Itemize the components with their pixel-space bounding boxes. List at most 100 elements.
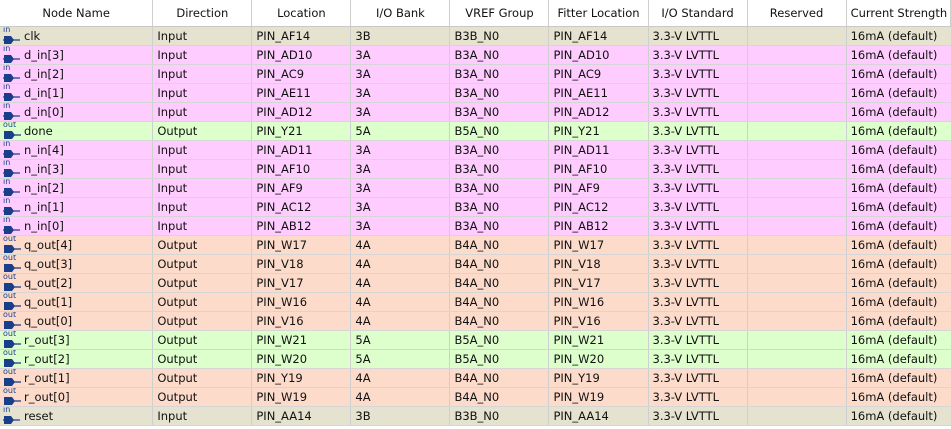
current-strength-cell[interactable]: 16mA (default) xyxy=(846,216,951,236)
table-row[interactable]: in n_in[2] Input PIN_AF9 3A B3A_N0 PIN_AF9 3.3-… xyxy=(0,178,951,198)
current-strength-cell[interactable]: 16mA (default) xyxy=(846,273,951,293)
reserved-cell[interactable] xyxy=(747,178,847,198)
io-standard-cell[interactable]: 3.3-V LVTTL xyxy=(648,178,748,198)
direction-cell[interactable]: Output xyxy=(152,292,253,312)
vref-group-cell[interactable]: B4A_N0 xyxy=(449,235,550,255)
column-header-fitter-location[interactable]: Fitter Location xyxy=(548,0,649,27)
io-standard-cell[interactable]: 3.3-V LVTTL xyxy=(648,368,748,388)
direction-cell[interactable]: Input xyxy=(152,83,253,103)
direction-cell[interactable]: Output xyxy=(152,330,253,350)
io-bank-cell[interactable]: 4A xyxy=(350,387,451,407)
vref-group-cell[interactable]: B3B_N0 xyxy=(449,26,550,46)
vref-group-cell[interactable]: B3A_N0 xyxy=(449,178,550,198)
direction-cell[interactable]: Output xyxy=(152,368,253,388)
reserved-cell[interactable] xyxy=(747,368,847,388)
direction-cell[interactable]: Input xyxy=(152,178,253,198)
vref-group-cell[interactable]: B3A_N0 xyxy=(449,64,550,84)
io-standard-cell[interactable]: 3.3-V LVTTL xyxy=(648,45,748,65)
location-cell[interactable]: PIN_W20 xyxy=(251,349,352,369)
reserved-cell[interactable] xyxy=(747,254,847,274)
location-cell[interactable]: PIN_AB12 xyxy=(251,216,352,236)
reserved-cell[interactable] xyxy=(747,83,847,103)
column-header-vref-group[interactable]: VREF Group xyxy=(449,0,550,27)
location-cell[interactable]: PIN_AE11 xyxy=(251,83,352,103)
table-row[interactable]: out r_out[3] Output PIN_W21 5A B5A_N0 PIN_W21 3… xyxy=(0,330,951,350)
vref-group-cell[interactable]: B4A_N0 xyxy=(449,387,550,407)
io-standard-cell[interactable]: 3.3-V LVTTL xyxy=(648,311,748,331)
table-row[interactable]: out r_out[1] Output PIN_Y19 4A B4A_N0 PIN_Y19 3… xyxy=(0,368,951,388)
reserved-cell[interactable] xyxy=(747,235,847,255)
location-cell[interactable]: PIN_AF10 xyxy=(251,159,352,179)
fitter-location-cell[interactable]: PIN_W17 xyxy=(548,235,649,255)
fitter-location-cell[interactable]: PIN_AC12 xyxy=(548,197,649,217)
reserved-cell[interactable] xyxy=(747,64,847,84)
direction-cell[interactable]: Input xyxy=(152,406,253,426)
reserved-cell[interactable] xyxy=(747,197,847,217)
table-row[interactable]: out done Output PIN_Y21 5A B5A_N0 PIN_Y21 3.3-V… xyxy=(0,121,951,141)
current-strength-cell[interactable]: 16mA (default) xyxy=(846,406,951,426)
direction-cell[interactable]: Output xyxy=(152,235,253,255)
direction-cell[interactable]: Output xyxy=(152,349,253,369)
vref-group-cell[interactable]: B4A_N0 xyxy=(449,273,550,293)
column-header-current-strength[interactable]: Current Strength xyxy=(846,0,951,27)
fitter-location-cell[interactable]: PIN_W21 xyxy=(548,330,649,350)
current-strength-cell[interactable]: 16mA (default) xyxy=(846,387,951,407)
current-strength-cell[interactable]: 16mA (default) xyxy=(846,292,951,312)
fitter-location-cell[interactable]: PIN_AF9 xyxy=(548,178,649,198)
current-strength-cell[interactable]: 16mA (default) xyxy=(846,159,951,179)
vref-group-cell[interactable]: B4A_N0 xyxy=(449,254,550,274)
direction-cell[interactable]: Input xyxy=(152,26,253,46)
node-name-cell[interactable]: out r_out[2] xyxy=(0,349,154,369)
reserved-cell[interactable] xyxy=(747,292,847,312)
current-strength-cell[interactable]: 16mA (default) xyxy=(846,254,951,274)
io-standard-cell[interactable]: 3.3-V LVTTL xyxy=(648,406,748,426)
location-cell[interactable]: PIN_AF14 xyxy=(251,26,352,46)
io-standard-cell[interactable]: 3.3-V LVTTL xyxy=(648,387,748,407)
current-strength-cell[interactable]: 16mA (default) xyxy=(846,26,951,46)
io-bank-cell[interactable]: 3A xyxy=(350,197,451,217)
vref-group-cell[interactable]: B3A_N0 xyxy=(449,197,550,217)
fitter-location-cell[interactable]: PIN_AD10 xyxy=(548,45,649,65)
reserved-cell[interactable] xyxy=(747,140,847,160)
reserved-cell[interactable] xyxy=(747,102,847,122)
location-cell[interactable]: PIN_V18 xyxy=(251,254,352,274)
vref-group-cell[interactable]: B5A_N0 xyxy=(449,121,550,141)
location-cell[interactable]: PIN_W17 xyxy=(251,235,352,255)
reserved-cell[interactable] xyxy=(747,311,847,331)
io-bank-cell[interactable]: 3A xyxy=(350,140,451,160)
io-standard-cell[interactable]: 3.3-V LVTTL xyxy=(648,292,748,312)
io-standard-cell[interactable]: 3.3-V LVTTL xyxy=(648,216,748,236)
io-bank-cell[interactable]: 4A xyxy=(350,368,451,388)
fitter-location-cell[interactable]: PIN_AE11 xyxy=(548,83,649,103)
fitter-location-cell[interactable]: PIN_W19 xyxy=(548,387,649,407)
vref-group-cell[interactable]: B4A_N0 xyxy=(449,311,550,331)
location-cell[interactable]: PIN_AD11 xyxy=(251,140,352,160)
table-row[interactable]: in n_in[0] Input PIN_AB12 3A B3A_N0 PIN_AB12 3.… xyxy=(0,216,951,236)
location-cell[interactable]: PIN_V17 xyxy=(251,273,352,293)
vref-group-cell[interactable]: B3A_N0 xyxy=(449,102,550,122)
table-row[interactable]: in n_in[1] Input PIN_AC12 3A B3A_N0 PIN_AC12 3.… xyxy=(0,197,951,217)
current-strength-cell[interactable]: 16mA (default) xyxy=(846,64,951,84)
io-bank-cell[interactable]: 3A xyxy=(350,216,451,236)
reserved-cell[interactable] xyxy=(747,121,847,141)
current-strength-cell[interactable]: 16mA (default) xyxy=(846,368,951,388)
vref-group-cell[interactable]: B3B_N0 xyxy=(449,406,550,426)
fitter-location-cell[interactable]: PIN_V17 xyxy=(548,273,649,293)
io-bank-cell[interactable]: 4A xyxy=(350,273,451,293)
table-row[interactable]: in n_in[3] Input PIN_AF10 3A B3A_N0 PIN_AF10 3.… xyxy=(0,159,951,179)
node-name-cell[interactable]: out done xyxy=(0,121,154,141)
io-bank-cell[interactable]: 4A xyxy=(350,292,451,312)
io-bank-cell[interactable]: 3A xyxy=(350,159,451,179)
vref-group-cell[interactable]: B5A_N0 xyxy=(449,330,550,350)
reserved-cell[interactable] xyxy=(747,159,847,179)
location-cell[interactable]: PIN_W19 xyxy=(251,387,352,407)
direction-cell[interactable]: Output xyxy=(152,273,253,293)
vref-group-cell[interactable]: B3A_N0 xyxy=(449,140,550,160)
table-row[interactable]: in reset Input PIN_AA14 3B B3B_N0 PIN_AA14 3.3-… xyxy=(0,406,951,426)
node-name-cell[interactable]: in clk xyxy=(0,26,154,46)
location-cell[interactable]: PIN_AD10 xyxy=(251,45,352,65)
current-strength-cell[interactable]: 16mA (default) xyxy=(846,83,951,103)
node-name-cell[interactable]: out q_out[4] xyxy=(0,235,154,255)
fitter-location-cell[interactable]: PIN_AF10 xyxy=(548,159,649,179)
location-cell[interactable]: PIN_W16 xyxy=(251,292,352,312)
